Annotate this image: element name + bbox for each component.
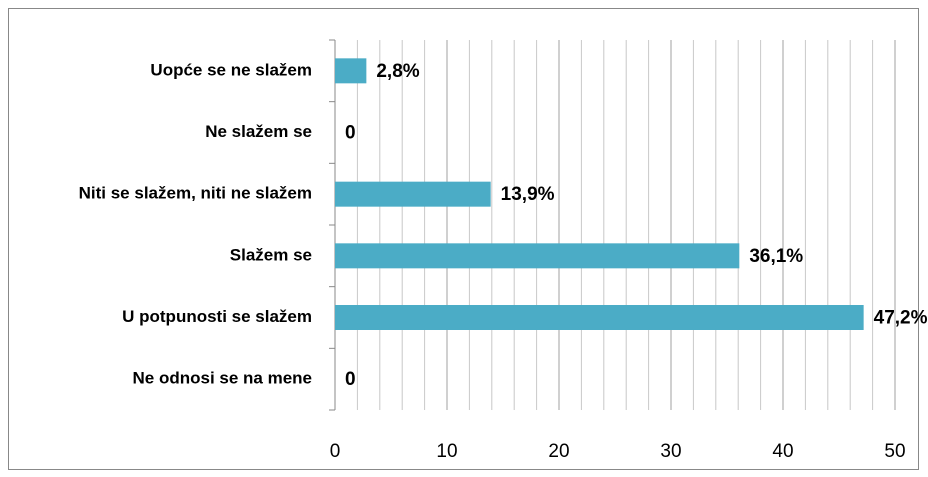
x-tick-label: 30 [660,441,681,462]
x-tick-label: 0 [330,441,341,462]
x-tick-label: 10 [436,441,457,462]
y-tick-label: Uopće se ne slažem [150,60,312,79]
value-label: 47,2% [874,308,928,329]
value-label: 13,9% [501,184,555,205]
bar [335,305,864,330]
y-tick-label: Ne slažem se [205,122,312,141]
value-label: 0 [345,123,356,144]
x-tick-label: 50 [884,441,905,462]
y-tick-label: Slažem se [230,245,312,264]
chart-frame [8,8,919,470]
value-label: 36,1% [749,246,803,267]
bar [335,243,740,269]
bar [335,58,367,84]
y-tick-label: Ne odnosi se na mene [133,369,313,388]
y-tick-label: U potpunosti se slažem [122,307,312,326]
y-tick-label: Niti se slažem, niti ne slažem [79,184,312,203]
value-label: 0 [345,369,356,390]
x-tick-label: 40 [772,441,793,462]
x-tick-label: 20 [548,441,569,462]
bar [335,181,491,207]
value-label: 2,8% [376,61,419,82]
